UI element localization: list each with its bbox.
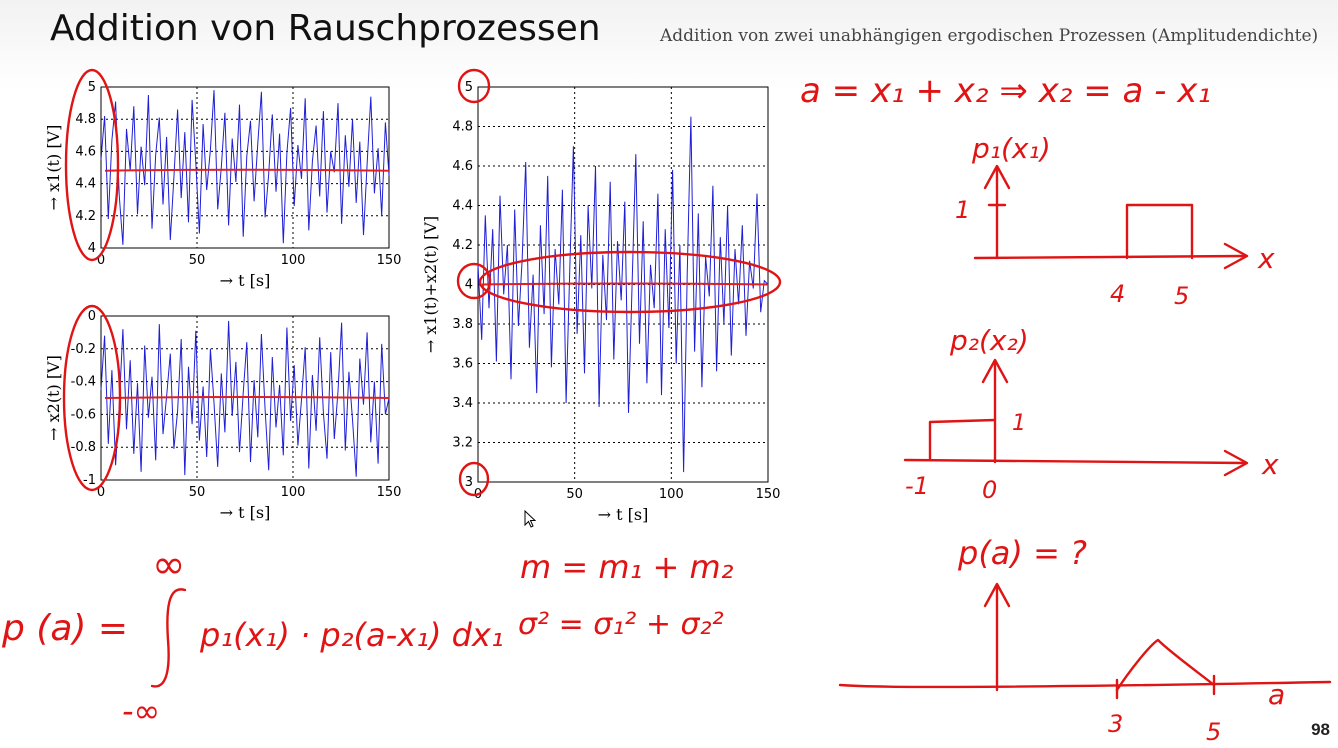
pa-label: p(a) = ?	[957, 534, 1087, 572]
p2-label: p₂(x₂)	[949, 324, 1029, 357]
p2-x-label: x	[1261, 448, 1279, 481]
p2-y-arrow-icon	[981, 358, 1009, 384]
y-tick-label: 3	[465, 475, 473, 490]
y-tick-label: -0.2	[71, 342, 96, 357]
x-tick-label: 0	[97, 253, 105, 268]
mean-equation: m = m₁ + m₂	[520, 548, 734, 586]
p1-label: p₁(x₁)	[971, 132, 1051, 165]
x-tick-label: 150	[377, 485, 402, 500]
pa-triangle	[1115, 638, 1216, 692]
integral-upper-limit: ∞	[152, 542, 185, 588]
pa-x-label: a	[1268, 678, 1285, 711]
p2-rect	[928, 418, 997, 462]
y-tick-label: 0	[88, 309, 96, 324]
y-tick-label: 4.8	[452, 120, 473, 135]
integral-sign	[150, 588, 187, 688]
slide-title: Addition von Rauschprozessen	[50, 8, 601, 49]
chart-2: 0 50 100 150 -1 -0.8 -0.6 -0.4 -0.2 0 → t [s] → x2(…	[44, 309, 401, 522]
p2-one-label: 1	[1012, 411, 1026, 436]
x-tick-label: 50	[566, 487, 583, 502]
x-tick-label: 0	[97, 485, 105, 500]
x-axis-label: → t [s]	[220, 271, 271, 290]
mean-line	[104, 396, 390, 399]
x-tick-label: 100	[659, 487, 684, 502]
y-axis-label: → x1(t)+x2(t) [V]	[421, 216, 440, 353]
p2-tick-0: 0	[982, 476, 997, 504]
oval-x1-axis	[64, 68, 120, 262]
y-tick-label: 5	[465, 80, 473, 95]
y-tick-label: -0.6	[71, 407, 96, 422]
p2-x-arrow-icon	[1223, 449, 1249, 477]
x-tick-label: 100	[281, 253, 306, 268]
p1-y-arrow-icon	[983, 164, 1011, 190]
pa-tick-5: 5	[1206, 718, 1221, 746]
y-tick-label: 4.2	[452, 238, 473, 253]
p1-rect	[1125, 203, 1194, 260]
y-tick-label: 4.6	[452, 159, 473, 174]
circle-5	[457, 68, 491, 104]
y-tick-label: 4.6	[75, 144, 96, 159]
mean-line	[481, 282, 769, 286]
p2-tick-minus1: -1	[905, 472, 929, 500]
integral-body: p₁(x₁) · p₂(a-x₁) dx₁	[199, 616, 504, 654]
signal-series	[100, 320, 390, 477]
y-tick-label: -0.4	[71, 375, 96, 390]
y-tick-label: 4.4	[452, 199, 473, 214]
y-tick-label: 3.6	[452, 357, 473, 372]
y-tick-label: -0.8	[71, 440, 96, 455]
x-tick-label: 50	[189, 485, 206, 500]
y-tick-label: 3.8	[452, 317, 473, 332]
p1-tick-5: 5	[1174, 282, 1189, 310]
pa-y-arrow-icon	[983, 582, 1011, 608]
y-tick-label: -1	[83, 473, 96, 488]
oval-sum-mean	[478, 250, 782, 314]
y-tick-label: 4.4	[75, 177, 96, 192]
y-tick-label: 4.8	[75, 112, 96, 127]
y-tick-label: 3.2	[452, 436, 473, 451]
x-tick-label: 150	[377, 253, 402, 268]
y-tick-label: 4	[88, 241, 96, 256]
equation-a-sum: a = x₁ + x₂ ⇒ x₂ = a - x₁	[800, 71, 1211, 111]
y-tick-label: 3.4	[452, 396, 473, 411]
pa-x-axis	[838, 680, 1332, 689]
x-axis-label: → t [s]	[220, 503, 271, 522]
p1-one-label: 1	[955, 196, 970, 224]
p1-x-label: x	[1257, 242, 1275, 275]
mouse-cursor-icon	[524, 510, 537, 528]
x-tick-label: 50	[189, 253, 206, 268]
integral-lower-limit: -∞	[122, 692, 160, 730]
circle-4	[456, 262, 492, 300]
oval-x2-axis	[62, 304, 122, 492]
variance-equation: σ² = σ₁² + σ₂²	[518, 607, 724, 642]
page-number: 98	[1311, 720, 1330, 739]
integral-lhs: p (a) =	[1, 608, 128, 649]
y-tick-label: 4	[465, 278, 473, 293]
x-tick-label: 150	[756, 487, 781, 502]
x-tick-label: 100	[281, 485, 306, 500]
y-tick-label: 4.2	[75, 209, 96, 224]
p1-tick-4: 4	[1110, 280, 1125, 308]
slide-subtitle: Addition von zwei unabhängigen ergodisch…	[660, 26, 1319, 46]
p1-x-axis	[973, 254, 1247, 260]
pa-tick-3: 3	[1108, 710, 1123, 738]
y-axis-label: → x2(t) [V]	[44, 355, 63, 441]
p1-x-arrow-icon	[1223, 242, 1249, 270]
signal-series	[100, 90, 390, 245]
chart-1: 0 50 100 150 4 4.2 4.4 4.6 4.8 5 → t [s] → x1(t) [V…	[44, 80, 401, 290]
y-axis-label: → x1(t) [V]	[44, 125, 63, 211]
p2-x-axis	[903, 458, 1247, 465]
circle-3	[458, 461, 490, 497]
y-tick-label: 5	[88, 80, 96, 95]
x-axis-label: → t [s]	[598, 505, 649, 524]
mean-line	[104, 168, 390, 172]
